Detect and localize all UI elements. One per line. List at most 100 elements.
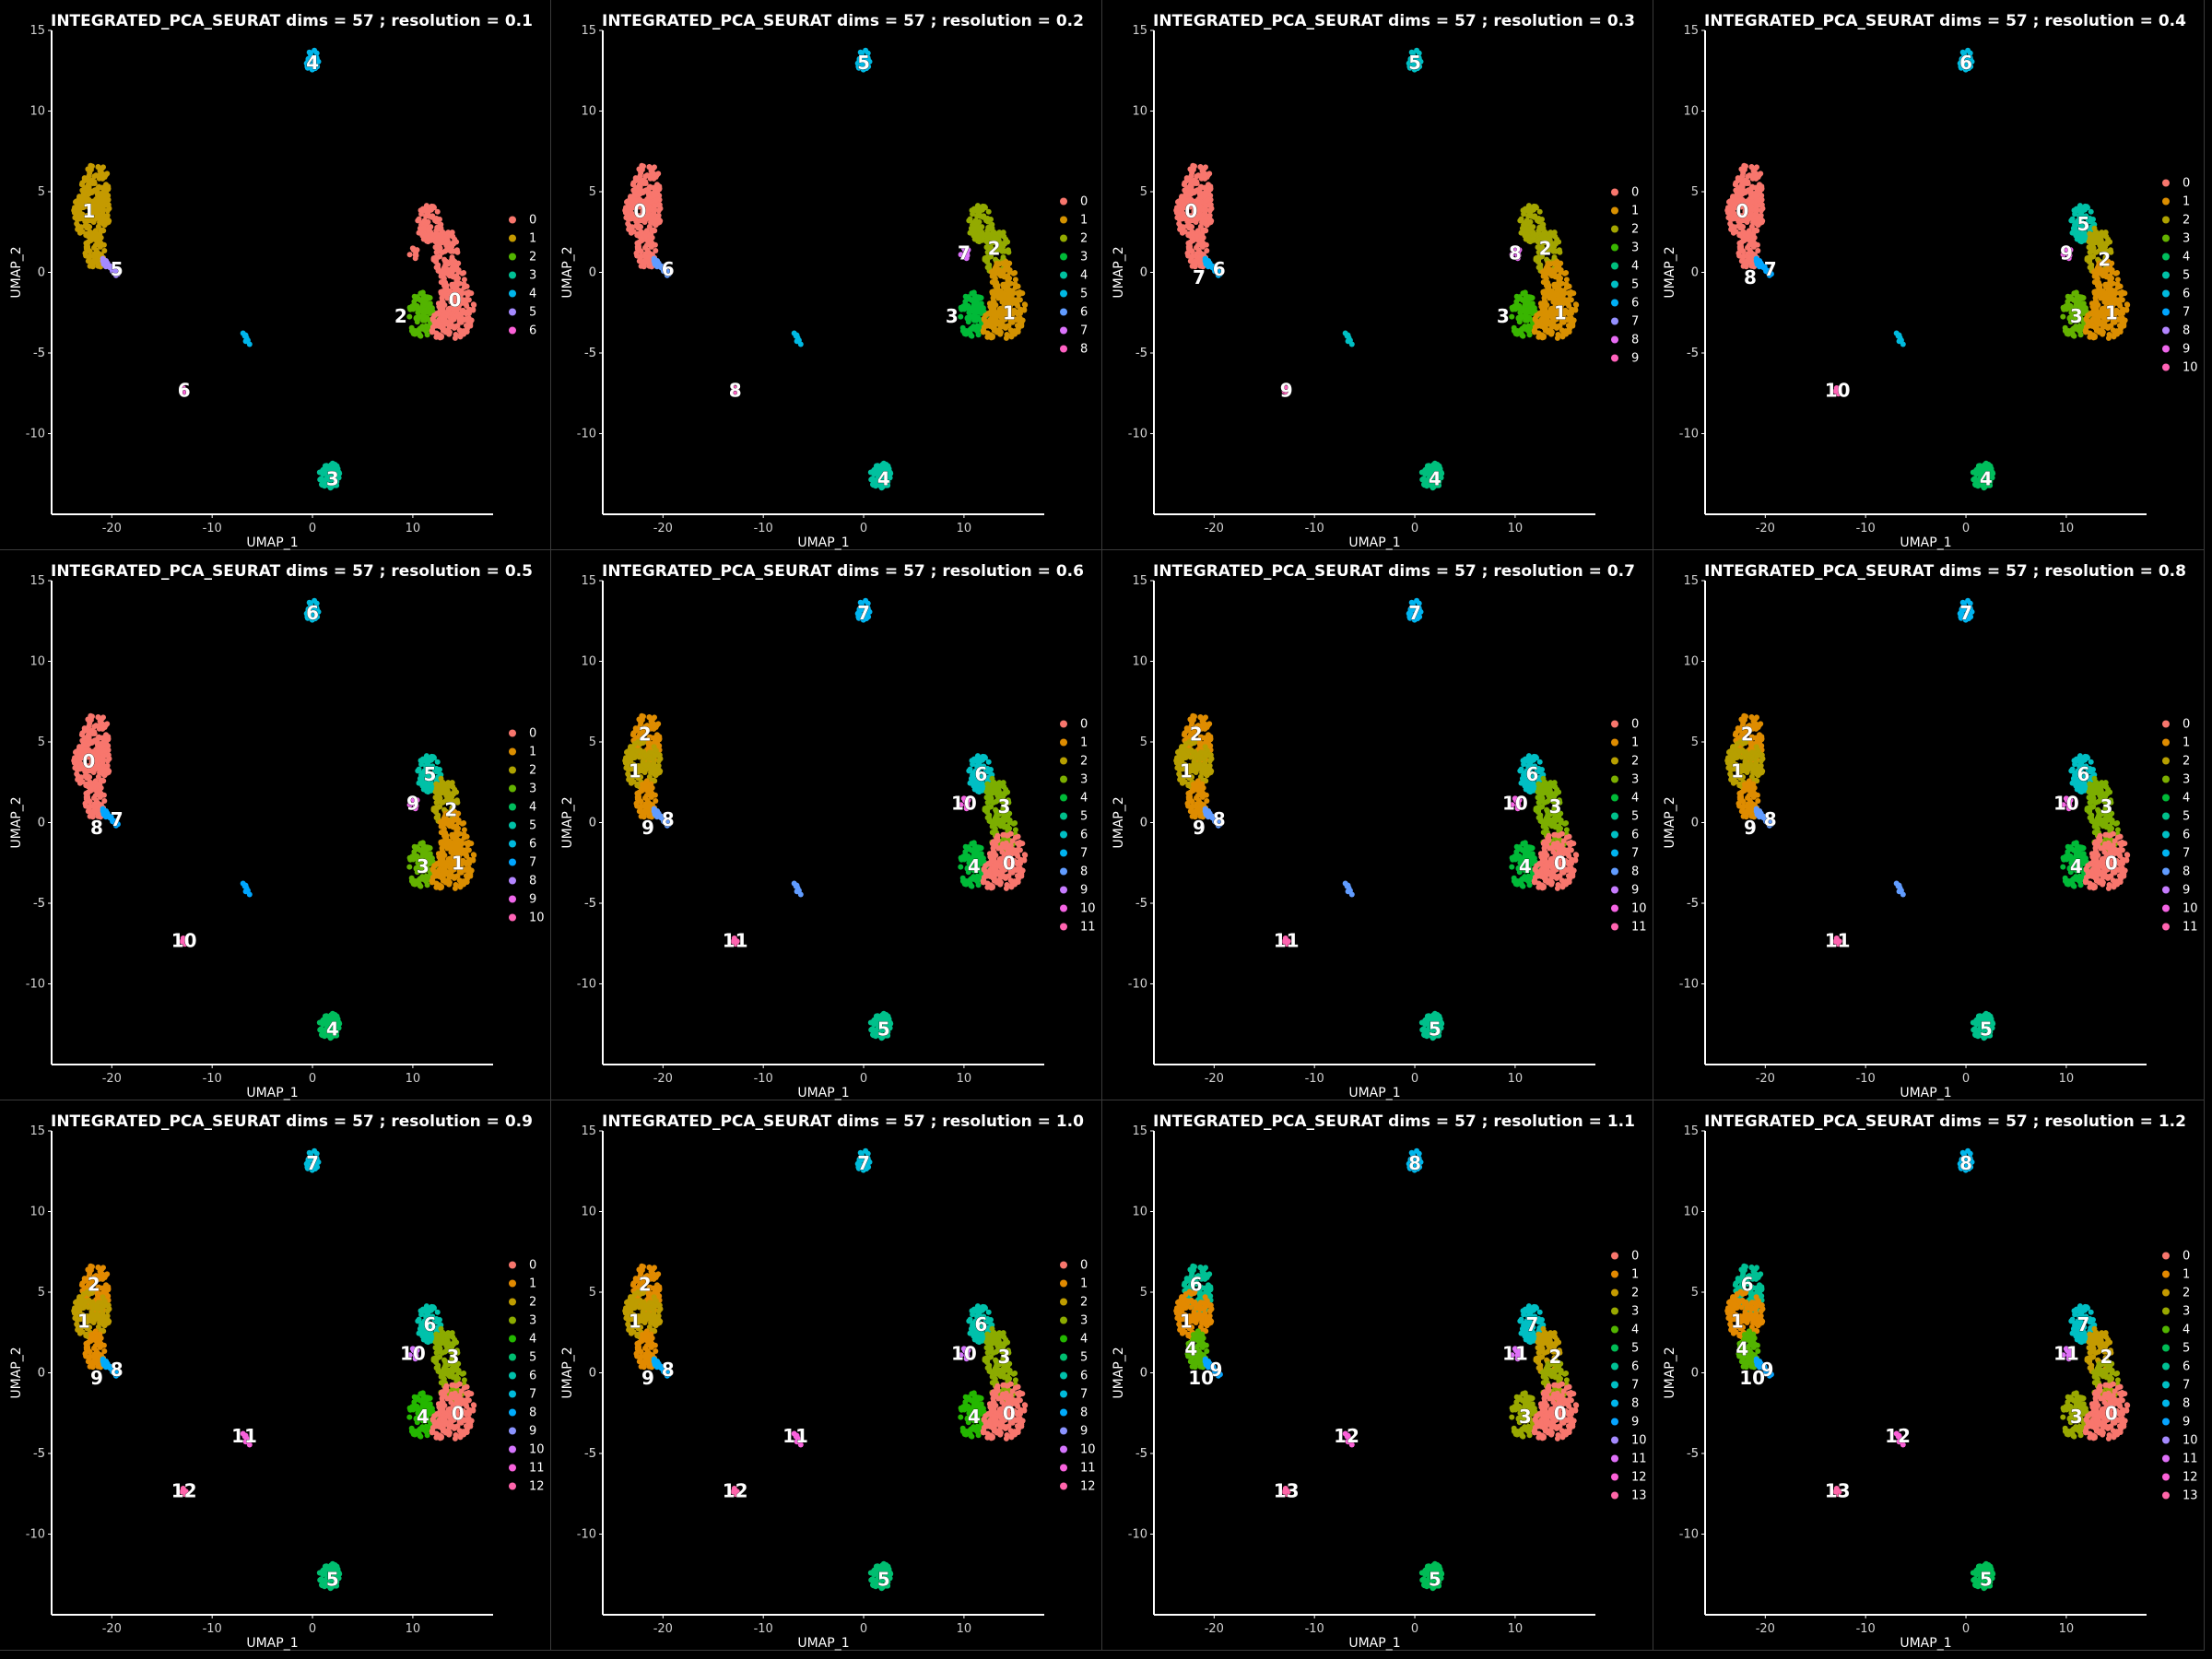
point — [420, 775, 427, 782]
point — [100, 753, 107, 759]
point — [978, 295, 984, 301]
x-tick-label: 10 — [1508, 522, 1524, 535]
point — [107, 815, 113, 820]
point — [308, 56, 314, 63]
point — [1540, 225, 1547, 231]
point — [88, 162, 94, 169]
cluster-label: 8 — [729, 379, 742, 401]
x-tick-label: -10 — [754, 522, 773, 535]
legend-key — [1060, 271, 1067, 279]
point — [322, 463, 328, 469]
point — [453, 825, 459, 831]
point — [409, 245, 416, 252]
point — [1551, 290, 1557, 297]
point — [2087, 216, 2093, 222]
point — [1006, 282, 1011, 288]
point — [105, 202, 112, 208]
point — [2122, 290, 2128, 297]
point — [333, 465, 339, 472]
cluster-label: 4 — [1980, 468, 1993, 490]
point — [103, 810, 110, 817]
point — [640, 208, 646, 215]
point — [83, 747, 89, 754]
point — [1194, 202, 1200, 208]
point — [1543, 268, 1549, 275]
point — [1005, 263, 1011, 269]
point — [981, 328, 987, 335]
point — [2094, 268, 2100, 275]
point — [1745, 244, 1750, 251]
scatter-points — [1173, 47, 1580, 491]
point — [420, 317, 426, 324]
point — [1741, 162, 1747, 169]
point — [973, 232, 980, 239]
point — [95, 199, 101, 206]
point — [1755, 216, 1761, 222]
point — [91, 202, 98, 208]
legend-label: 4 — [1631, 260, 1639, 274]
cluster-label: 0 — [633, 200, 646, 222]
point — [1986, 465, 1993, 472]
point — [2075, 293, 2080, 300]
point — [651, 171, 657, 177]
point — [1742, 208, 1748, 215]
point — [406, 252, 413, 258]
point — [443, 793, 450, 799]
point — [1000, 290, 1006, 297]
point — [652, 241, 658, 248]
y-tick-label: 0 — [1140, 266, 1147, 280]
point — [2063, 245, 2069, 252]
point — [1196, 189, 1203, 195]
point — [656, 202, 663, 208]
point — [975, 332, 982, 338]
point — [449, 805, 455, 811]
y-tick-label: 10 — [1132, 105, 1147, 119]
point — [1207, 183, 1214, 190]
point — [2117, 283, 2124, 289]
x-axis-label: UMAP_1 — [1348, 535, 1400, 550]
point — [1760, 265, 1767, 270]
point — [959, 324, 966, 331]
legend-key — [2162, 216, 2170, 224]
point — [639, 162, 645, 169]
legend-label: 1 — [1631, 205, 1639, 218]
point — [1554, 335, 1560, 341]
point — [965, 302, 971, 309]
point — [2106, 275, 2112, 281]
point — [1557, 282, 1562, 288]
legend-label: 9 — [2183, 343, 2190, 357]
y-tick-label: 10 — [1683, 105, 1699, 119]
cluster-label: 7 — [958, 242, 971, 265]
legend-key — [1611, 225, 1618, 233]
point — [983, 254, 990, 261]
point — [107, 265, 113, 270]
legend-key — [509, 326, 516, 335]
point — [976, 218, 982, 225]
point — [1422, 471, 1429, 477]
point — [2078, 218, 2085, 225]
point — [1544, 248, 1550, 254]
y-tick-label: -10 — [26, 428, 45, 441]
legend-label: 4 — [2183, 251, 2190, 265]
point — [434, 759, 441, 765]
point — [92, 259, 99, 265]
plot-title: INTEGRATED_PCA_SEURAT dims = 57 ; resolu… — [51, 12, 533, 30]
point — [2076, 300, 2082, 306]
cluster-label: 2 — [988, 237, 1001, 259]
point — [2067, 247, 2074, 253]
point — [1754, 164, 1759, 171]
point — [1975, 483, 1982, 489]
point — [85, 204, 91, 210]
point — [408, 324, 415, 331]
y-tick-label: -10 — [1128, 428, 1147, 441]
point — [629, 200, 636, 206]
cluster-label: 5 — [857, 52, 870, 74]
point — [440, 274, 446, 280]
cluster-label: 3 — [1497, 305, 1510, 327]
y-tick-label: 0 — [1691, 266, 1699, 280]
y-tick-label: 0 — [1691, 266, 1699, 280]
point — [991, 299, 997, 305]
cluster-label: 5 — [2077, 213, 2089, 235]
point — [1981, 469, 1987, 475]
point — [2077, 206, 2083, 213]
